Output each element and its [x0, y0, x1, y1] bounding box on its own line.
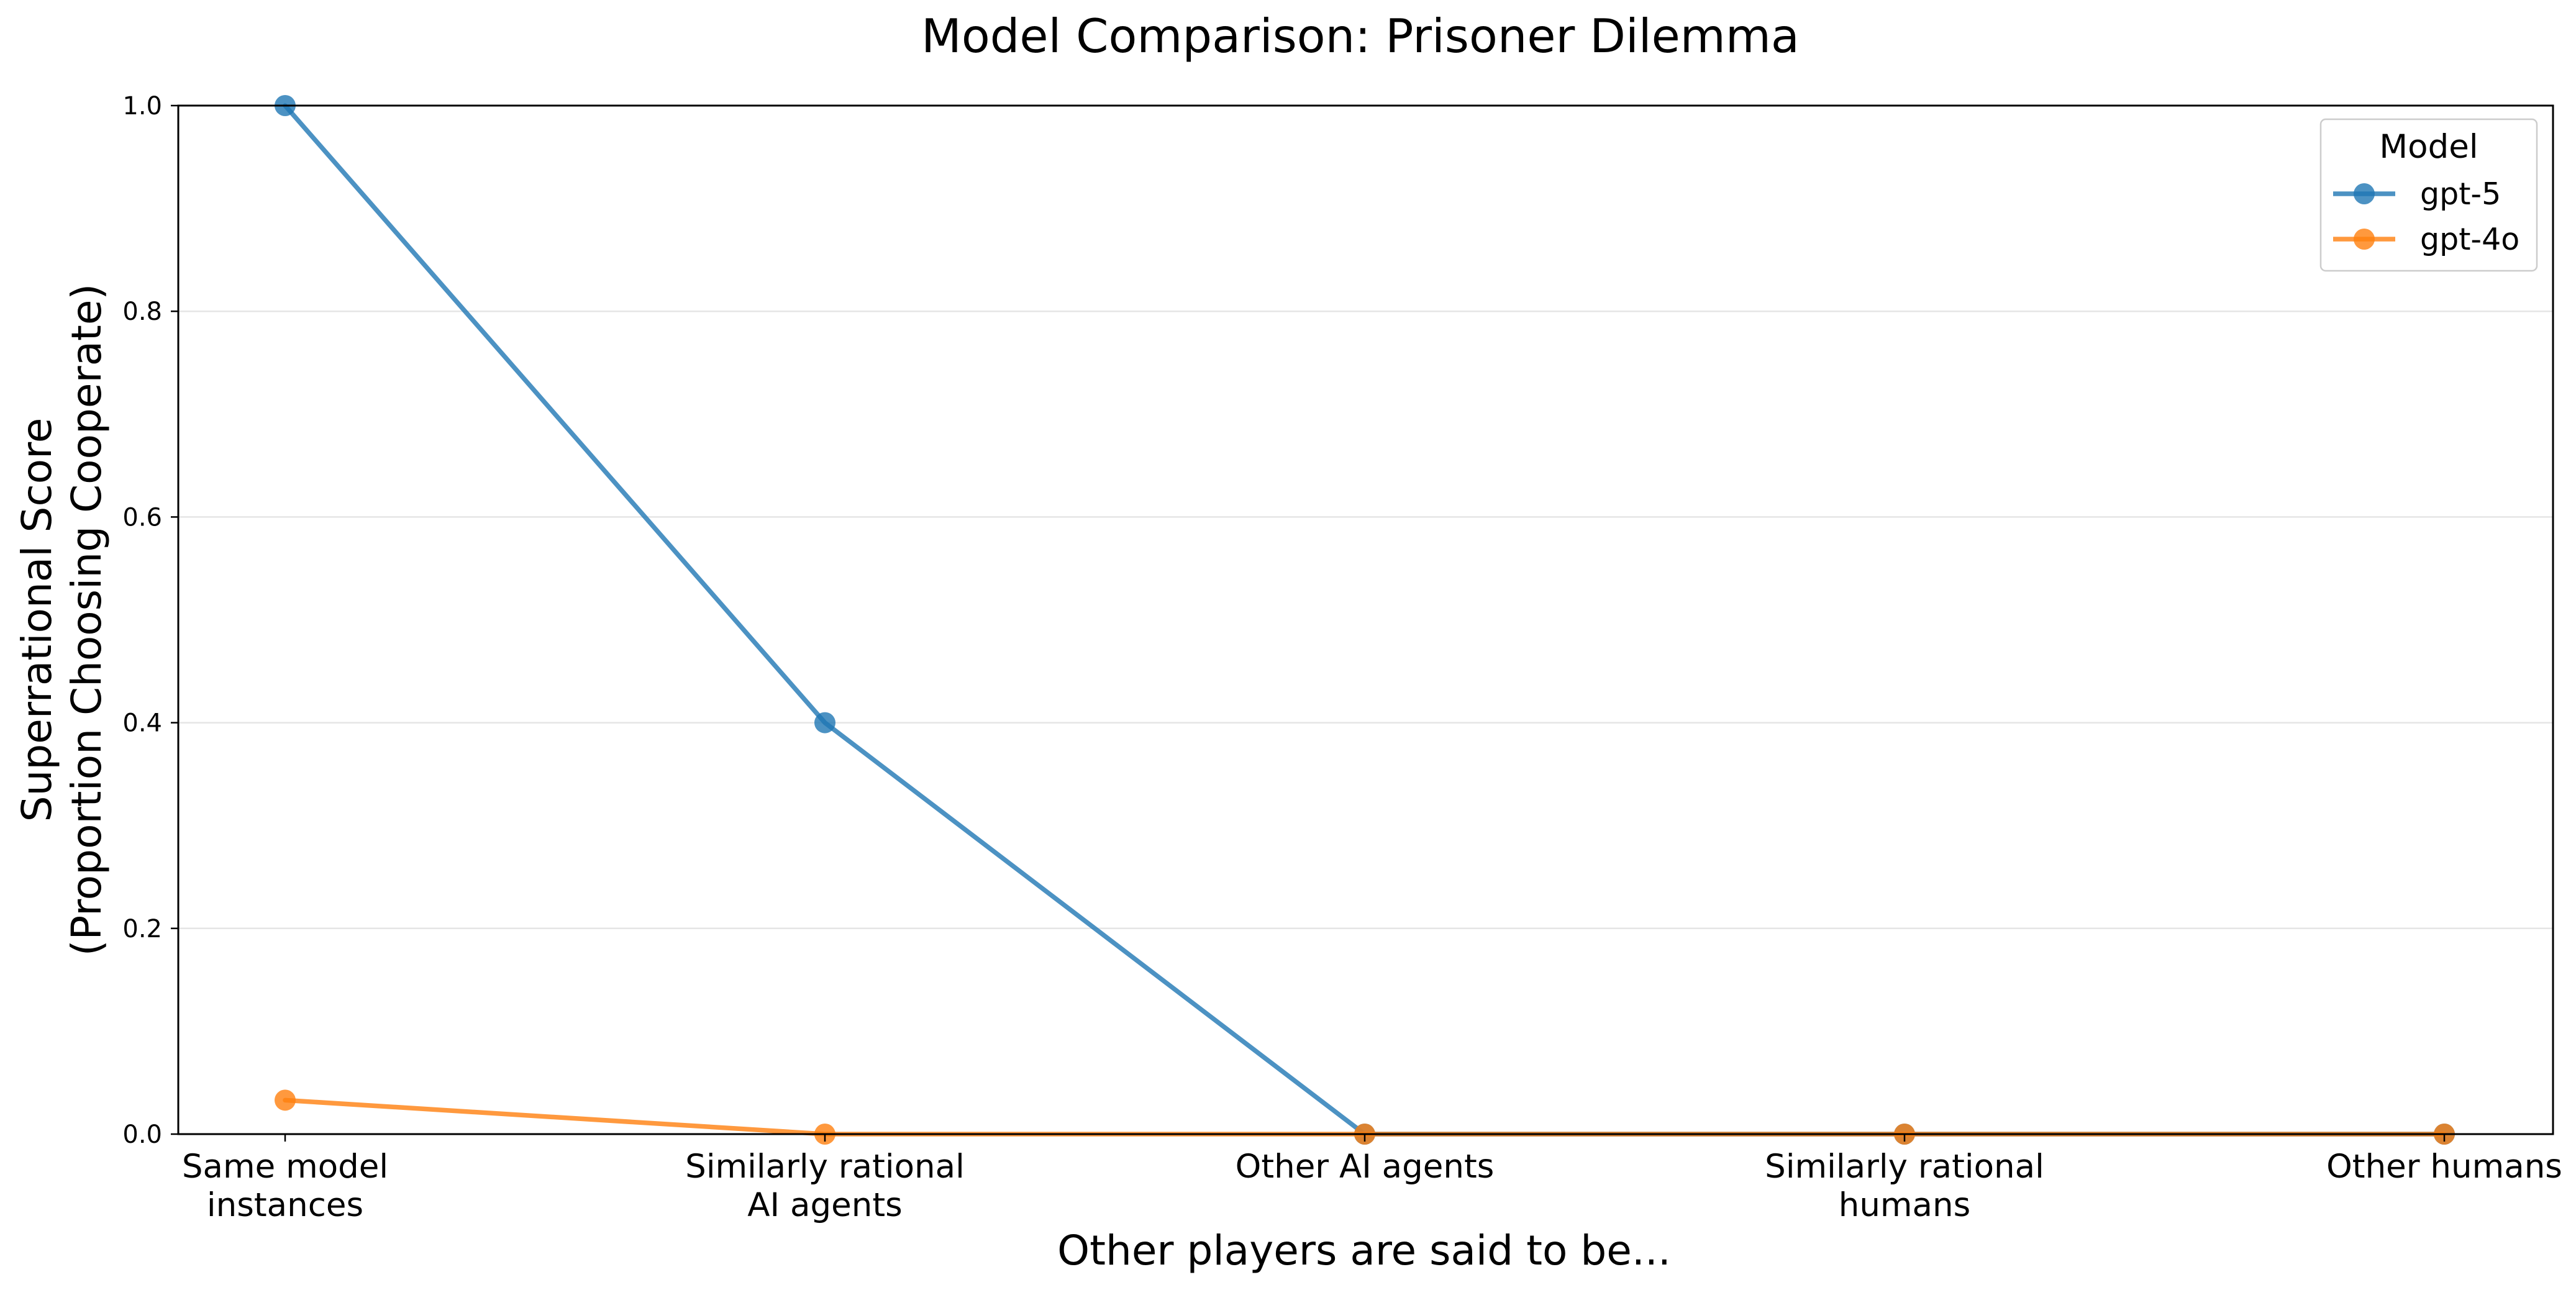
- y-axis-label-line: (Proportion Choosing Cooperate): [63, 284, 111, 956]
- x-tick-label: Same model instances: [182, 1148, 388, 1224]
- y-tick-label: 1.0: [122, 92, 162, 120]
- y-axis-label-line: Superrational Score: [13, 418, 61, 822]
- legend: Model gpt-5 gpt-4o: [2319, 118, 2538, 272]
- y-tick-label: 0.8: [122, 298, 162, 326]
- gridlines: [178, 104, 2553, 1135]
- data-point-gpt-5: [814, 712, 835, 734]
- series-lines: [275, 95, 2455, 1145]
- y-tick-label: 0.6: [122, 503, 162, 532]
- legend-title: Model: [2379, 128, 2478, 166]
- x-tick-label: Other humans: [2326, 1148, 2562, 1186]
- x-tick-label-line: Same model: [182, 1148, 388, 1186]
- x-tick-label-line: AI agents: [747, 1186, 902, 1224]
- y-tick-label: 0.2: [122, 915, 162, 943]
- y-tick-label: 0.0: [122, 1120, 162, 1149]
- series-line-gpt-5: [283, 103, 2447, 1137]
- legend-box: [2319, 118, 2538, 272]
- x-tick-label-line: Other humans: [2326, 1148, 2562, 1186]
- x-axis-label: Other players are said to be...: [1057, 1227, 1671, 1274]
- x-tick-label: Similarly rational humans: [1765, 1148, 2044, 1224]
- x-tick-label-line: Other AI agents: [1236, 1148, 1495, 1186]
- legend-label-gpt-4o: gpt-4o: [2420, 222, 2519, 257]
- axis-ticks: 0.0 0.2 0.4 0.6 0.8 1.0 Same model instances Sim…: [122, 92, 2562, 1224]
- x-tick-label: Other AI agents: [1236, 1148, 1495, 1186]
- y-axis-label-text: Superrational Score(Proportion Choosing …: [13, 284, 111, 956]
- x-tick-label-line: humans: [1839, 1186, 1971, 1224]
- chart-title: Model Comparison: Prisoner Dilemma: [921, 9, 1800, 63]
- plot-area-border: [177, 104, 2554, 1135]
- x-tick-label-line: Similarly rational: [685, 1148, 965, 1186]
- axes-frame: [177, 104, 2554, 1135]
- x-tick-label-line: Similarly rational: [1765, 1148, 2044, 1186]
- x-tick-label: Similarly rational AI agents: [685, 1148, 965, 1224]
- legend-label-gpt-5: gpt-5: [2420, 176, 2501, 212]
- data-point-gpt-4o: [275, 1089, 296, 1111]
- y-axis-label: Superrational Score(Proportion Choosing …: [13, 284, 111, 956]
- legend-marker-gpt-5: [2354, 183, 2375, 204]
- y-tick-label: 0.4: [122, 709, 162, 738]
- legend-marker-gpt-4o: [2354, 229, 2375, 250]
- x-tick-label-line: instances: [207, 1186, 363, 1224]
